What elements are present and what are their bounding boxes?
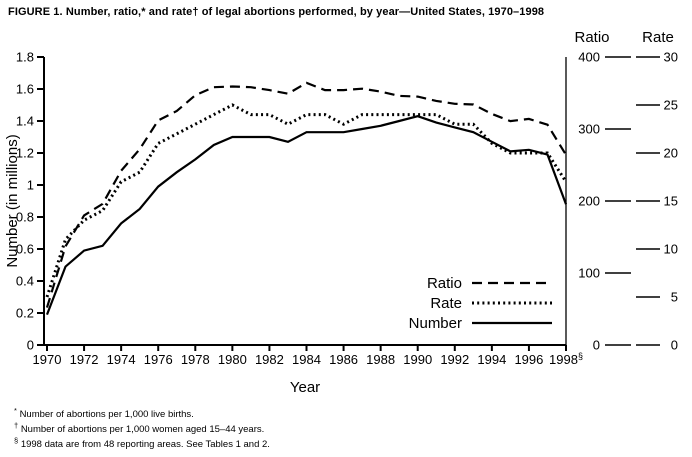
- y-tick-label: 1.8: [16, 50, 34, 65]
- y-tick-label: 1.6: [16, 82, 34, 97]
- rate-tick-label: 5: [671, 290, 678, 305]
- footnote-women-aged: † Number of abortions per 1,000 women ag…: [14, 420, 270, 435]
- legend-label-number: Number: [409, 315, 462, 332]
- series-line-ratio: [45, 81, 567, 308]
- x-tick-label: 1992: [440, 352, 469, 367]
- rate-axis-title: Rate: [642, 29, 674, 46]
- rate-tick-label: 25: [664, 98, 678, 113]
- x-tick-label: 1972: [70, 352, 99, 367]
- rate-tick-label: 15: [664, 194, 678, 209]
- ratio-tick-label: 100: [578, 266, 600, 281]
- x-tick-label: 1970: [33, 352, 62, 367]
- ratio-tick-label: 300: [578, 122, 600, 137]
- footnote-symbol: †: [14, 421, 19, 431]
- footnote-symbol: *: [14, 406, 17, 415]
- footnote-live-births: * Number of abortions per 1,000 live bir…: [14, 405, 270, 420]
- legend-label-rate: Rate: [430, 295, 462, 312]
- y-tick-label: 0.4: [16, 274, 34, 289]
- y-tick-label: 1: [27, 178, 34, 193]
- y-tick-label: 0.2: [16, 306, 34, 321]
- x-tick-label: 1982: [255, 352, 284, 367]
- y-tick-label: 0.6: [16, 242, 34, 257]
- footnote-1998-data: § 1998 data are from 48 reporting areas.…: [14, 435, 270, 450]
- series-line-rate: [45, 103, 568, 298]
- y-tick-label: 0: [27, 338, 34, 353]
- ratio-tick-label: 200: [578, 194, 600, 209]
- x-axis-title: Year: [290, 379, 320, 396]
- figure-title: FIGURE 1. Number, ratio,* and rate† of l…: [8, 6, 545, 18]
- x-tick-label: 1990: [403, 352, 432, 367]
- x-tick-label: 1984: [292, 352, 321, 367]
- y-tick-label: 1.2: [16, 146, 34, 161]
- y-tick-label: 0.8: [16, 210, 34, 225]
- ratio-tick-label: 0: [593, 338, 600, 353]
- x-tick-label: 1978: [181, 352, 210, 367]
- y-tick-label: 1.4: [16, 114, 34, 129]
- x-tick-label: 1974: [107, 352, 136, 367]
- series-line-number: [45, 115, 568, 315]
- footnotes: * Number of abortions per 1,000 live bir…: [14, 405, 270, 450]
- x-tick-label: 1976: [144, 352, 173, 367]
- footnote-symbol: §: [14, 436, 19, 446]
- rate-tick-label: 10: [664, 242, 678, 257]
- footnote-text: 1998 data are from 48 reporting areas. S…: [20, 439, 270, 451]
- x-tick-label: 1994: [477, 352, 506, 367]
- footnote-text: Number of abortions per 1,000 women aged…: [20, 424, 265, 436]
- legend-label-ratio: Ratio: [427, 275, 462, 292]
- x-tick-label: 1988: [366, 352, 395, 367]
- rate-tick-label: 30: [664, 50, 678, 65]
- ratio-tick-label: 400: [578, 50, 600, 65]
- x-tick-label: 1998§: [549, 351, 583, 367]
- ratio-axis-title: Ratio: [574, 29, 609, 46]
- rate-tick-label: 20: [664, 146, 678, 161]
- x-tick-label: 1986: [329, 352, 358, 367]
- x-tick-label: 1996: [514, 352, 543, 367]
- footnote-text: Number of abortions per 1,000 live birth…: [19, 409, 194, 421]
- y-axis-title: Number (in millions): [4, 134, 21, 267]
- rate-tick-label: 0: [671, 338, 678, 353]
- x-tick-label: 1980: [218, 352, 247, 367]
